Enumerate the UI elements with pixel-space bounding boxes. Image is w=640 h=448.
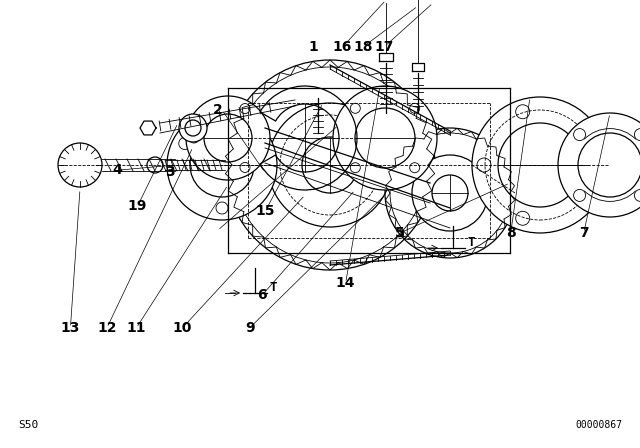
Text: 13: 13	[61, 321, 80, 335]
Circle shape	[578, 133, 640, 197]
Circle shape	[186, 96, 270, 180]
Text: 19: 19	[128, 199, 147, 213]
Text: 11: 11	[127, 321, 146, 335]
Circle shape	[240, 103, 250, 113]
Circle shape	[350, 103, 360, 113]
Text: 9: 9	[244, 321, 255, 335]
Circle shape	[240, 163, 250, 172]
Text: 10: 10	[173, 321, 192, 335]
Circle shape	[410, 103, 420, 113]
Circle shape	[216, 202, 228, 214]
Circle shape	[516, 105, 530, 119]
Circle shape	[634, 190, 640, 202]
Circle shape	[558, 113, 640, 217]
Circle shape	[204, 114, 252, 162]
Circle shape	[579, 191, 592, 205]
Circle shape	[516, 211, 530, 225]
Circle shape	[185, 120, 201, 136]
Circle shape	[498, 123, 582, 207]
Text: 18: 18	[353, 40, 372, 54]
Circle shape	[432, 175, 468, 211]
Text: 15: 15	[256, 203, 275, 218]
Text: 1: 1	[308, 40, 319, 54]
Text: 17: 17	[374, 40, 394, 54]
Circle shape	[355, 108, 415, 168]
Circle shape	[189, 133, 199, 143]
Circle shape	[268, 103, 392, 227]
Circle shape	[333, 86, 437, 190]
Circle shape	[179, 138, 191, 150]
Text: 8: 8	[506, 226, 516, 240]
Text: 6: 6	[257, 288, 268, 302]
Circle shape	[179, 114, 207, 142]
Circle shape	[573, 190, 586, 202]
Circle shape	[634, 129, 640, 141]
Text: 14: 14	[336, 276, 355, 290]
Circle shape	[302, 137, 358, 193]
Circle shape	[253, 138, 265, 150]
Circle shape	[350, 163, 360, 172]
Text: 16: 16	[333, 40, 352, 54]
Text: 12: 12	[97, 321, 116, 335]
Text: 4: 4	[112, 163, 122, 177]
Text: 7: 7	[579, 226, 589, 240]
Text: 00000867: 00000867	[575, 420, 622, 430]
Circle shape	[58, 143, 102, 187]
Text: 2: 2	[212, 103, 223, 117]
Circle shape	[412, 155, 488, 231]
Text: T: T	[467, 236, 474, 249]
Text: 5: 5	[395, 226, 405, 240]
Circle shape	[579, 125, 592, 139]
Circle shape	[147, 157, 163, 173]
Text: S50: S50	[18, 420, 38, 430]
Circle shape	[477, 158, 491, 172]
Circle shape	[190, 133, 254, 197]
Circle shape	[573, 129, 586, 141]
Text: T: T	[269, 281, 276, 294]
Circle shape	[167, 110, 277, 220]
Circle shape	[472, 97, 608, 233]
Circle shape	[410, 163, 420, 172]
Text: 3: 3	[164, 165, 175, 180]
